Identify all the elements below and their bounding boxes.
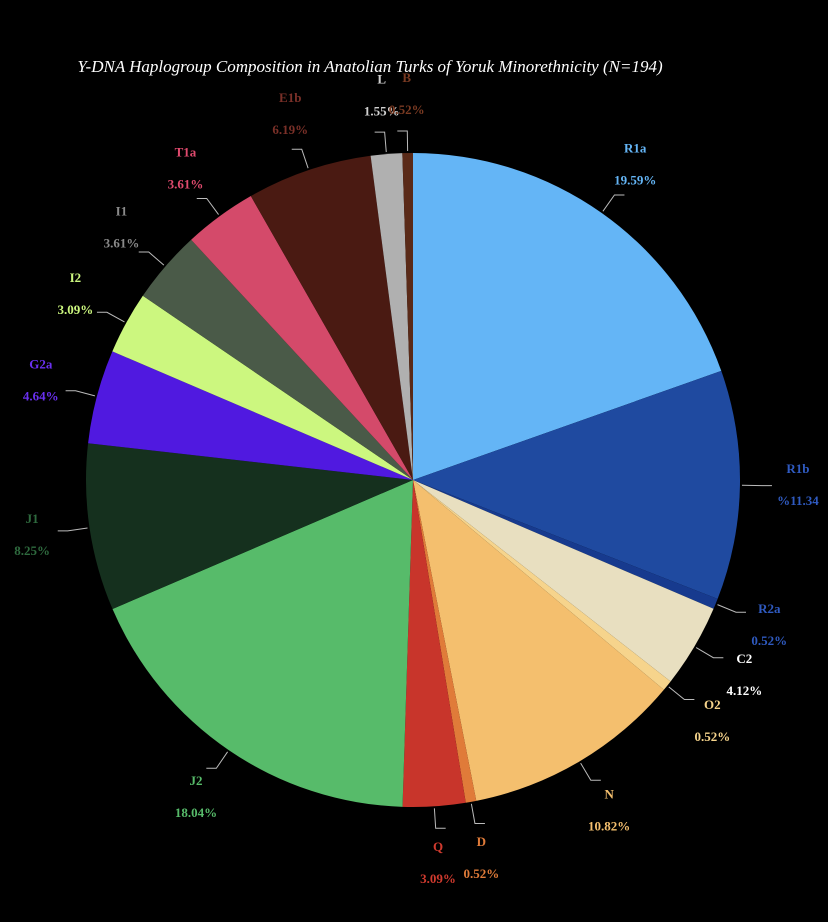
leader-line bbox=[96, 311, 125, 323]
pie-slice bbox=[142, 239, 414, 480]
leader-line bbox=[206, 751, 229, 769]
slice-name: E1b bbox=[279, 90, 301, 105]
pie-slice bbox=[413, 480, 664, 801]
leader-line bbox=[291, 148, 309, 169]
slice-name: O2 bbox=[704, 697, 721, 712]
slice-value: 0.52% bbox=[751, 633, 787, 648]
slice-value: 10.82% bbox=[588, 818, 630, 833]
slice-value: 3.09% bbox=[420, 871, 456, 886]
slice-value: 0.52% bbox=[389, 102, 425, 117]
slice-value: 19.59% bbox=[614, 173, 656, 188]
pie-slice bbox=[413, 480, 671, 690]
pie-slice bbox=[88, 351, 413, 480]
leader-line bbox=[433, 808, 446, 829]
slice-value: 1.55% bbox=[364, 103, 400, 118]
slice-value: 6.19% bbox=[272, 122, 308, 137]
slice-name: I1 bbox=[116, 204, 128, 219]
pie-slice bbox=[402, 480, 466, 808]
slice-value: %11.34 bbox=[777, 493, 819, 508]
slice-name: T1a bbox=[175, 144, 197, 159]
slice-value: 0.52% bbox=[694, 729, 730, 744]
pie-slice bbox=[191, 196, 413, 480]
pie-slice bbox=[413, 480, 477, 803]
slice-name: R1a bbox=[624, 141, 647, 156]
slice-name: N bbox=[604, 786, 614, 801]
slice-name: B bbox=[402, 70, 411, 85]
slice-value: 4.64% bbox=[23, 389, 59, 404]
slice-name: D bbox=[477, 834, 486, 849]
slice-value: 8.25% bbox=[14, 543, 50, 558]
slice-value: 18.04% bbox=[175, 805, 217, 820]
pie-slice bbox=[413, 153, 722, 480]
leader-line bbox=[717, 604, 746, 613]
slice-name: R1b bbox=[786, 461, 809, 476]
leader-line bbox=[138, 251, 165, 266]
slice-name: R2a bbox=[758, 601, 781, 616]
pie-slice bbox=[112, 295, 413, 480]
slice-name: J1 bbox=[26, 511, 39, 526]
leader-line bbox=[580, 762, 601, 781]
pie-slice bbox=[413, 480, 714, 682]
slice-value: 0.52% bbox=[463, 866, 499, 881]
pie-slice bbox=[250, 155, 413, 480]
slice-value: 3.09% bbox=[57, 302, 93, 317]
slice-name: Q bbox=[433, 839, 443, 854]
slice-name: G2a bbox=[29, 357, 53, 372]
leader-line bbox=[397, 130, 409, 152]
leader-line bbox=[196, 197, 219, 215]
pie-slice bbox=[413, 480, 718, 609]
pie-slice bbox=[85, 443, 413, 609]
leader-line bbox=[65, 390, 96, 397]
leader-line bbox=[668, 686, 695, 700]
chart-title: Y-DNA Haplogroup Composition in Anatolia… bbox=[77, 57, 663, 76]
pie-slice bbox=[370, 153, 413, 481]
slice-value: 3.61% bbox=[168, 176, 204, 191]
slice-value: 4.12% bbox=[726, 683, 762, 698]
slice-name: J2 bbox=[190, 773, 203, 788]
leader-line bbox=[695, 647, 724, 659]
slice-name: L bbox=[377, 71, 386, 86]
slice-name: C2 bbox=[736, 651, 752, 666]
leader-line bbox=[374, 131, 387, 153]
pie-slice bbox=[112, 480, 413, 807]
leader-line bbox=[57, 527, 88, 532]
slice-value: 3.61% bbox=[104, 236, 140, 251]
leader-line bbox=[470, 803, 485, 824]
leader-line bbox=[602, 194, 625, 212]
slice-name: I2 bbox=[70, 270, 82, 285]
pie-slice bbox=[413, 370, 740, 599]
pie-slice bbox=[402, 153, 413, 480]
